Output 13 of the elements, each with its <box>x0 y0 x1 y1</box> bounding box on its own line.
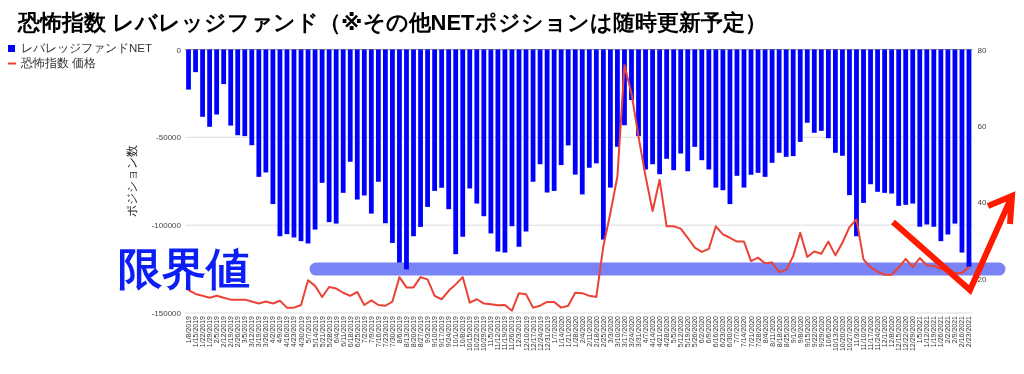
y-axis-title: ポジション数 <box>126 145 138 218</box>
chart-title: 恐怖指数 レバレッジファンド（※その他NETポジションは随時更新予定） <box>17 10 767 35</box>
legend-label: レバレッジファンドNET <box>21 42 152 54</box>
y-tick-label: -50000 <box>156 133 182 143</box>
y-tick-label: -150000 <box>151 309 182 318</box>
y2-tick-label: 20 <box>977 274 987 284</box>
legend-label: 恐怖指数 価格 <box>20 57 97 69</box>
ref-line-label: 限界値 <box>118 244 250 294</box>
y2-tick-label: 40 <box>977 198 987 208</box>
y-tick-label: 0 <box>176 45 182 55</box>
y2-tick-label: 60 <box>977 121 987 131</box>
y2-tick-label: 80 <box>977 45 987 55</box>
y-tick-label: -100000 <box>151 221 182 231</box>
